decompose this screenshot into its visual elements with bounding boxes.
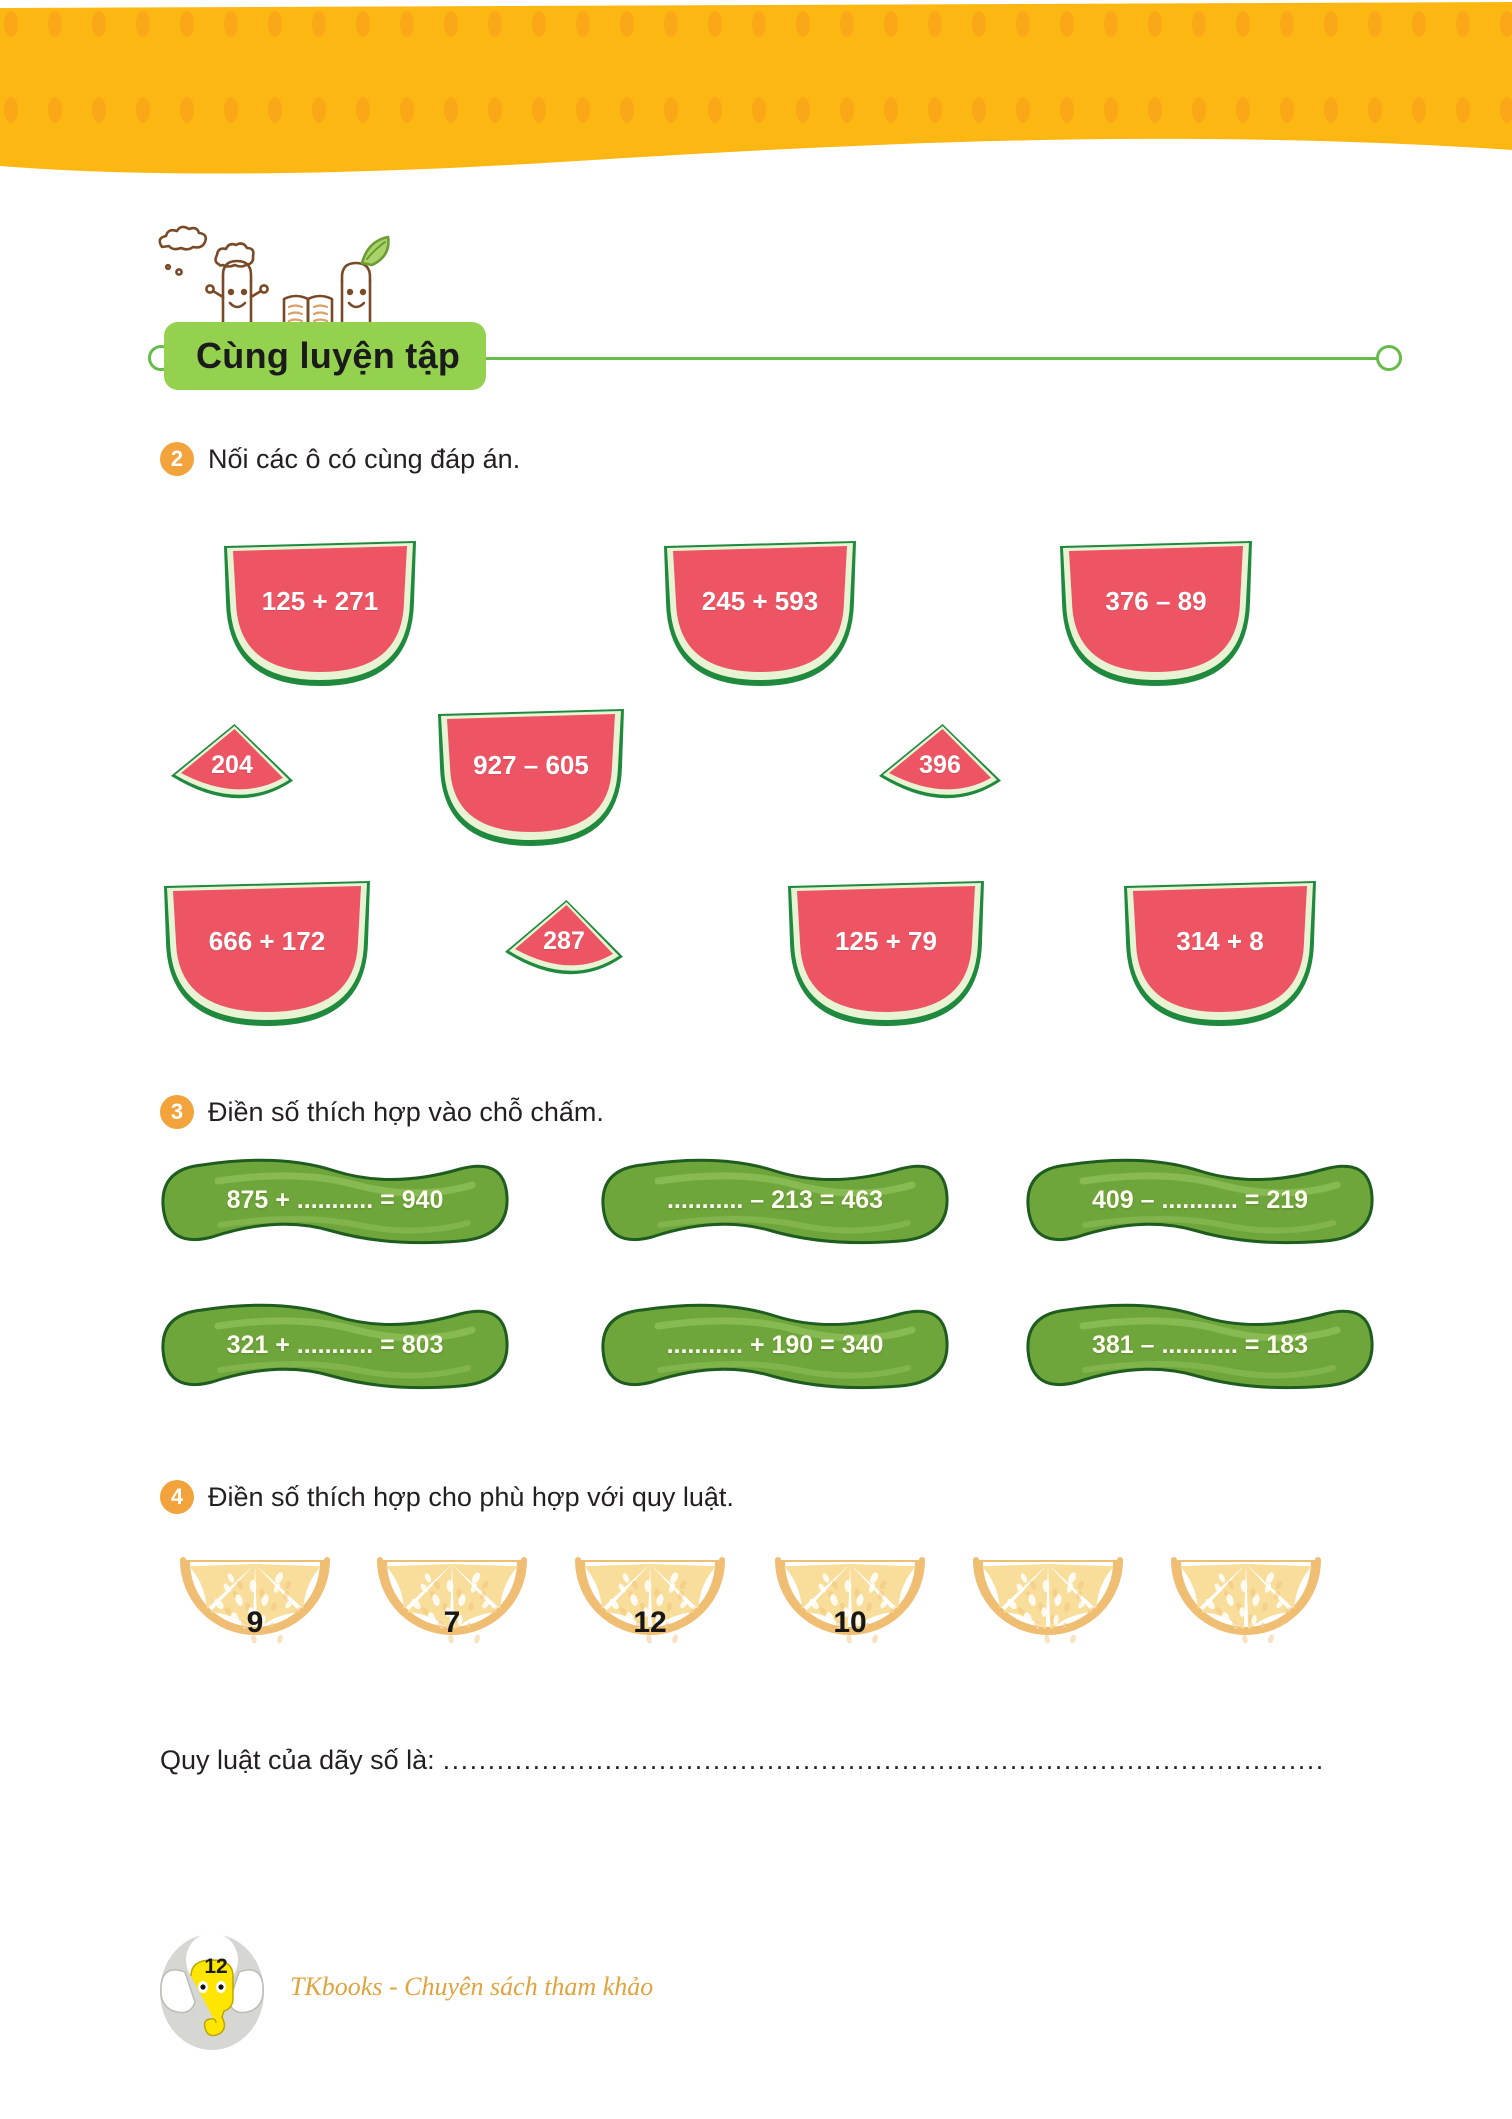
lemon-slice[interactable] xyxy=(958,1548,1138,1680)
cucumber-equation: 321 + ........... = 803 xyxy=(226,1330,444,1359)
lemon-value: 7 xyxy=(443,1606,461,1639)
section-title-label: Cùng luyện tập xyxy=(196,335,461,376)
melon-card[interactable]: 204 xyxy=(168,722,296,820)
cucumber-equation: ........... – 213 = 463 xyxy=(666,1185,884,1214)
section-title-row: Cùng luyện tập xyxy=(140,322,1402,394)
page-footer: 12 TKbooks - Chuyên sách tham khảo xyxy=(155,1930,855,2070)
mascot-doodles xyxy=(150,225,450,340)
lemon-value: 12 xyxy=(633,1606,667,1639)
lemon-slice[interactable]: 7 xyxy=(362,1548,542,1680)
cucumber-card[interactable]: 381 – ........... = 183 xyxy=(1025,1300,1375,1390)
exercise-3-number: 3 xyxy=(160,1095,194,1129)
exercise-4-heading: 4 Điền số thích hợp cho phù hợp với quy … xyxy=(160,1480,734,1514)
exercise-3-heading: 3 Điền số thích hợp vào chỗ chấm. xyxy=(160,1095,604,1129)
melon-card[interactable]: 666 + 172 xyxy=(162,880,372,1028)
melon-card[interactable]: 927 – 605 xyxy=(436,708,626,848)
lemon-value: 10 xyxy=(833,1606,867,1639)
melon-card[interactable]: 287 xyxy=(502,898,626,996)
melon-card[interactable]: 125 + 79 xyxy=(786,880,986,1028)
exercise-2-melons: 125 + 271 245 + 593 376 – 89 204 927 – 6… xyxy=(0,540,1512,1026)
section-title-badge: Cùng luyện tập xyxy=(164,322,487,390)
lemon-value xyxy=(958,1548,1138,1680)
exercise-2-instruction: Nối các ô có cùng đáp án. xyxy=(208,443,521,474)
lemon-slice[interactable]: 12 xyxy=(560,1548,740,1680)
melon-card[interactable]: 314 + 8 xyxy=(1122,880,1318,1028)
cucumber-card[interactable]: ........... – 213 = 463 xyxy=(600,1155,950,1245)
cucumber-card[interactable]: 321 + ........... = 803 xyxy=(160,1300,510,1390)
lemon-slice[interactable] xyxy=(1156,1548,1336,1680)
page-number: 12 xyxy=(204,1955,228,1978)
cucumber-card[interactable]: 409 – ........... = 219 xyxy=(1025,1155,1375,1245)
melon-card[interactable]: 125 + 271 xyxy=(222,540,418,688)
imprint-text: TKbooks - Chuyên sách tham khảo xyxy=(290,1972,654,2001)
melon-card[interactable]: 245 + 593 xyxy=(662,540,858,688)
exercise-4-instruction: Điền số thích hợp cho phù hợp với quy lu… xyxy=(208,1481,734,1512)
elephant-mascot-icon xyxy=(155,1930,270,2055)
exercise-3-cucumbers: 875 + ........... = 940 ........... – 21… xyxy=(0,1155,1512,1415)
cucumber-card[interactable]: 875 + ........... = 940 xyxy=(160,1155,510,1245)
exercise-2-heading: 2 Nối các ô có cùng đáp án. xyxy=(160,442,520,476)
rule-answer-row: Quy luật của dãy số là: ................… xyxy=(160,1745,1323,1776)
lemon-value: 9 xyxy=(246,1606,264,1639)
lemon-slice[interactable]: 10 xyxy=(760,1548,940,1680)
melon-card[interactable]: 396 xyxy=(876,722,1004,820)
cucumber-card[interactable]: ........... + 190 = 340 xyxy=(600,1300,950,1390)
rule-answer-blank[interactable]: ........................................… xyxy=(442,1745,1323,1775)
header-banner xyxy=(0,0,1512,180)
title-rule-line xyxy=(162,357,1392,360)
cucumber-equation: 381 – ........... = 183 xyxy=(1091,1330,1309,1359)
exercise-2-number: 2 xyxy=(160,442,194,476)
title-dot-right xyxy=(1376,345,1402,371)
lemon-slice[interactable]: 9 xyxy=(165,1548,345,1680)
exercise-4-number: 4 xyxy=(160,1480,194,1514)
cucumber-equation: ........... + 190 = 340 xyxy=(666,1330,884,1359)
rule-label: Quy luật của dãy số là: xyxy=(160,1745,435,1775)
cucumber-equation: 409 – ........... = 219 xyxy=(1091,1185,1309,1214)
exercise-4-lemons: 9 7 12 10 xyxy=(0,1548,1512,1688)
lemon-value xyxy=(1156,1548,1336,1680)
exercise-3-instruction: Điền số thích hợp vào chỗ chấm. xyxy=(208,1096,604,1127)
cucumber-equation: 875 + ........... = 940 xyxy=(226,1185,444,1214)
melon-card[interactable]: 376 – 89 xyxy=(1058,540,1254,688)
